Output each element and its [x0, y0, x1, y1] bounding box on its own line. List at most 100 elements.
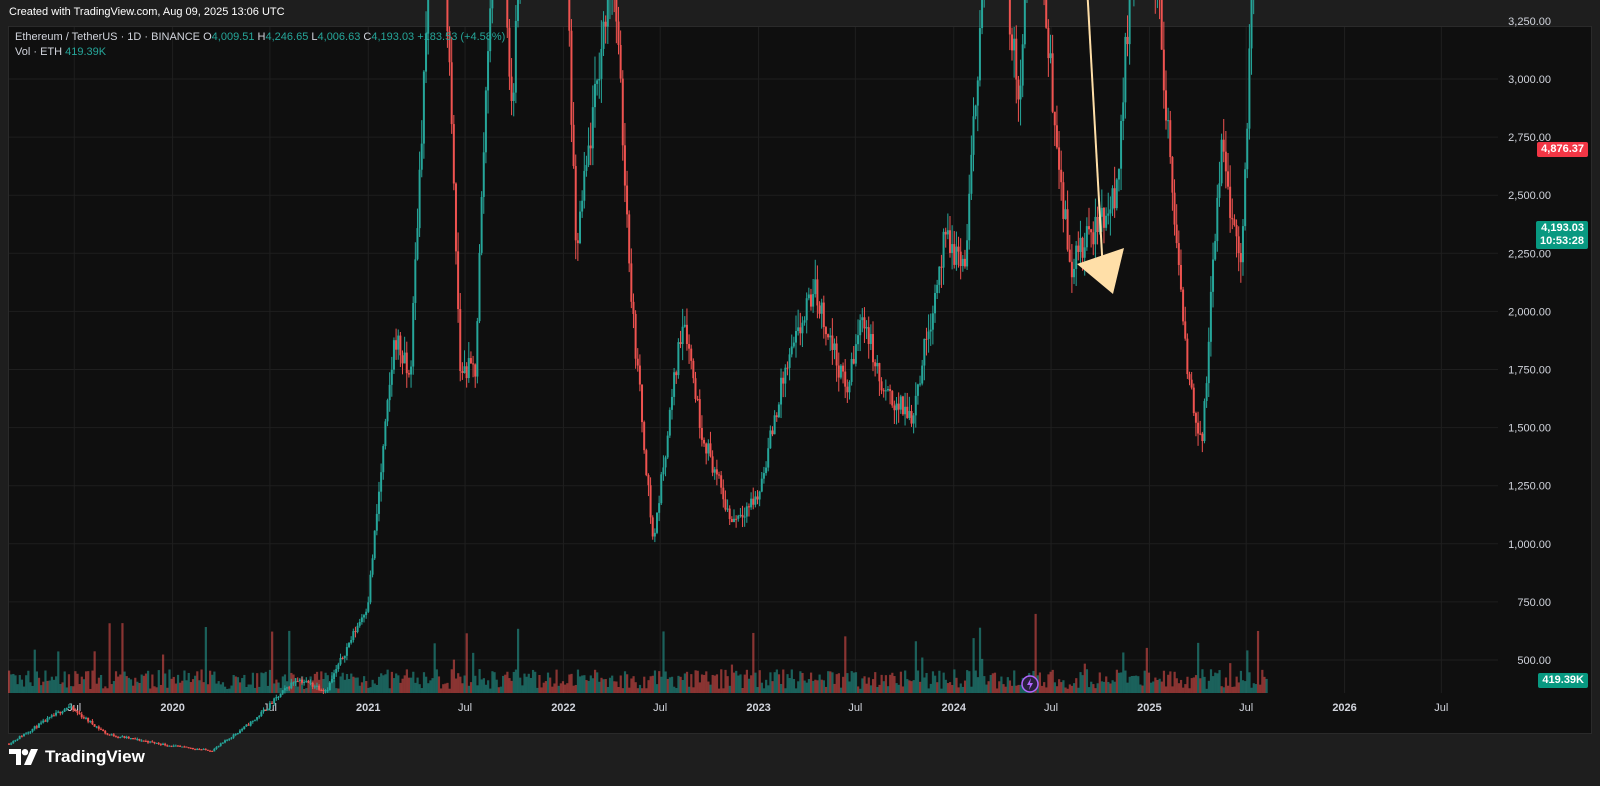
candle-body: [226, 739, 229, 741]
volume-bar: [893, 676, 896, 693]
volume-bar: [84, 671, 88, 693]
volume-bar: [279, 687, 282, 693]
volume-bar: [1192, 677, 1195, 693]
volume-bar: [112, 681, 115, 693]
volume-bar: [991, 673, 994, 693]
candle-body: [333, 673, 336, 680]
legend-close-label: C: [363, 31, 372, 43]
candle-body: [824, 327, 827, 335]
candle-body: [313, 686, 316, 688]
volume-bar: [437, 676, 441, 693]
volume-bar: [1004, 686, 1007, 693]
x-tick-label: Jul: [653, 702, 667, 714]
volume-bar: [37, 677, 41, 693]
candle-body: [1083, 247, 1086, 258]
volume-bar: [846, 673, 849, 693]
candle-body: [968, 193, 971, 241]
volume-bar: [623, 671, 627, 693]
volume-bar: [104, 686, 107, 693]
volume-bar: [1222, 687, 1225, 693]
volume-bar: [412, 671, 415, 693]
volume-bar: [258, 686, 261, 693]
candle-body: [268, 702, 271, 709]
candle-body: [256, 717, 259, 720]
candle-body: [579, 211, 582, 244]
volume-bar: [951, 685, 954, 693]
candle-body: [974, 105, 977, 117]
volume-bar: [1013, 670, 1016, 693]
candle-body: [1218, 183, 1221, 198]
volume-bar: [692, 687, 695, 693]
candle-body: [416, 228, 419, 260]
candle-body: [125, 736, 128, 738]
volume-bar: [1128, 676, 1131, 693]
candle-body: [846, 386, 849, 393]
volume-bar: [998, 681, 1001, 693]
candle-body: [698, 399, 701, 428]
candle-body: [253, 719, 256, 721]
candle-body: [728, 508, 731, 519]
volume-bar: [354, 677, 357, 693]
volume-bar: [769, 672, 772, 693]
candle-body: [57, 711, 60, 713]
candle-body: [1167, 120, 1170, 122]
candle-body: [981, 0, 984, 29]
volume-bar: [1102, 681, 1106, 693]
candle-body: [189, 747, 192, 749]
candle-body: [876, 363, 879, 367]
candle-body: [243, 726, 246, 730]
candle-body: [27, 732, 30, 734]
candle-body: [827, 334, 830, 338]
volume-bar: [820, 679, 823, 693]
volume-bar: [561, 681, 565, 693]
tradingview-logo[interactable]: TradingView: [9, 742, 145, 772]
candle-body: [1109, 209, 1112, 214]
volume-bar: [797, 681, 800, 693]
annotation-arrow-head: [1077, 248, 1124, 294]
candle-body: [354, 631, 357, 633]
volume-bar: [1175, 678, 1178, 693]
y-tick-label: 1,000.00: [1508, 539, 1551, 551]
candle-body: [251, 720, 254, 722]
volume-bar: [747, 678, 751, 693]
candle-body: [1066, 209, 1069, 250]
legend-high-value: 4,246.65: [265, 31, 309, 43]
volume-bar: [638, 684, 642, 693]
volume-bar: [1229, 663, 1232, 693]
candle-body: [262, 709, 265, 712]
candle-body: [1060, 169, 1063, 183]
candle-body: [869, 334, 872, 344]
candle-body: [489, 8, 492, 52]
volume-bar: [196, 671, 199, 693]
candle-body: [934, 292, 937, 314]
candle-body: [1102, 207, 1105, 228]
volume-bar: [1252, 683, 1255, 693]
volume-bar: [179, 682, 182, 693]
volume-bar: [234, 676, 237, 693]
volume-bar: [403, 675, 406, 693]
candle-body: [814, 279, 817, 295]
volume-bar: [1184, 684, 1187, 693]
candle-body: [664, 457, 667, 468]
volume-bar: [516, 628, 520, 693]
volume-bar: [587, 680, 590, 693]
candle-body: [1015, 38, 1018, 80]
volume-bar: [117, 676, 120, 693]
volume-bar: [1194, 675, 1198, 693]
chart-panel[interactable]: [8, 26, 1592, 734]
candle-body: [343, 655, 346, 659]
candle-body: [123, 736, 126, 738]
candle-body: [713, 469, 716, 473]
volume-bar: [658, 671, 661, 693]
volume-bar: [876, 686, 879, 693]
candle-body: [1224, 151, 1227, 172]
candle-body: [722, 487, 725, 500]
candle-body: [514, 20, 517, 93]
volume-bar: [497, 687, 500, 693]
volume-bar: [476, 685, 479, 693]
candle-body: [55, 712, 58, 716]
candle-body: [1173, 192, 1176, 225]
volume-bar: [993, 672, 997, 693]
last-price-label: 4,193.03: [1541, 222, 1584, 234]
